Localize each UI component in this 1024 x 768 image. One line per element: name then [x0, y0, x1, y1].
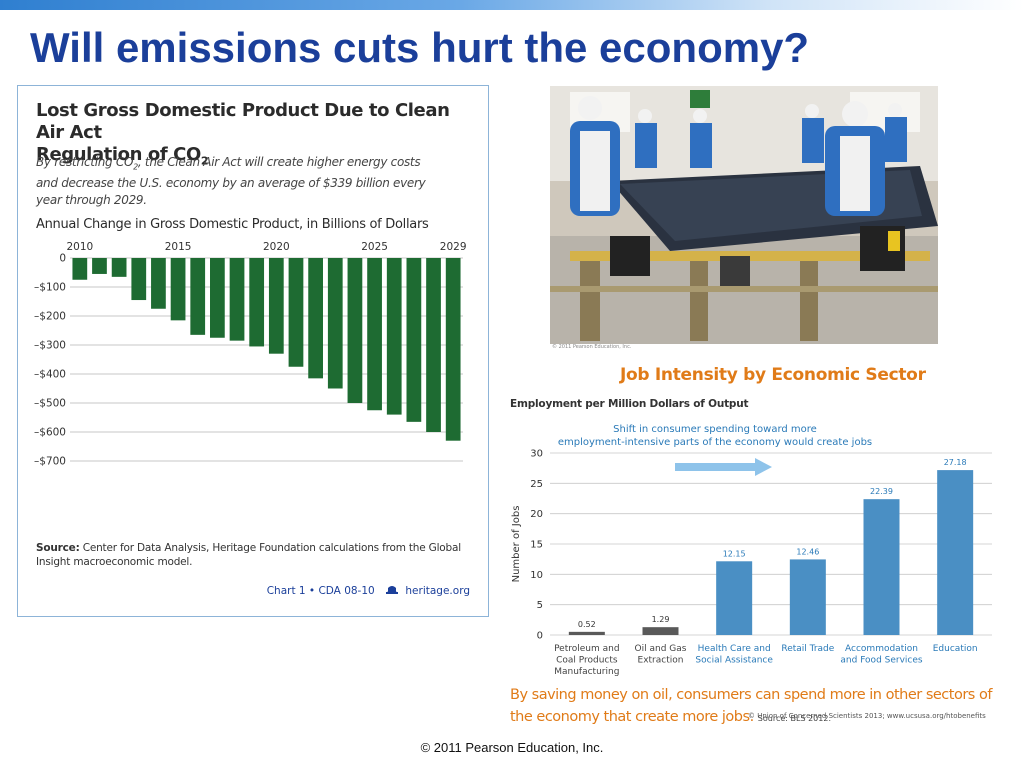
gdp-source-text: Center for Data Analysis, Heritage Found… — [36, 542, 461, 568]
gdp-x-tick-label: 2025 — [361, 241, 388, 253]
gdp-chart-title: Lost Gross Domestic Product Due to Clean… — [36, 100, 476, 173]
jobs-chart-caption: By saving money on oil, consumers can sp… — [510, 684, 1010, 730]
gdp-y-tick-label: –$500 — [34, 398, 66, 410]
gdp-y-tick-label: 0 — [59, 253, 66, 265]
gdp-bar-2028 — [426, 258, 441, 432]
gdp-desc-part1: By restricting CO — [36, 155, 134, 169]
gdp-bar-chart: 0 –$100 –$200 –$300 –$400 –$500 –$600 –$700 2010… — [34, 241, 467, 468]
jobs-bar-5 — [937, 470, 974, 635]
gdp-y-tick-label: –$300 — [34, 340, 66, 352]
jobs-value-label: 0.52 — [578, 620, 596, 629]
gdp-x-tick-label: 2015 — [165, 241, 192, 253]
jobs-bar-1 — [642, 627, 679, 635]
gdp-bar-2023 — [327, 258, 343, 389]
jobs-category-label: and Food Services — [840, 656, 922, 666]
jobs-y-tick-label: 15 — [530, 540, 543, 551]
bell-icon — [386, 584, 399, 597]
gdp-bar-2025 — [367, 258, 382, 411]
jobs-annotation-line2: employment-intensive parts of the econom… — [558, 437, 872, 448]
gdp-desc-part2: , the Clean Air Act will create higher e… — [36, 155, 426, 208]
jobs-value-label: 12.15 — [723, 549, 746, 558]
top-gradient-bar — [0, 0, 1024, 10]
gdp-source-note: Source: Center for Data Analysis, Herita… — [36, 541, 476, 569]
jobs-category-label: Social Assistance — [695, 656, 773, 666]
solar-panel-factory-photo — [550, 86, 938, 344]
gdp-bar-2014 — [151, 258, 166, 309]
jobs-y-tick-label: 20 — [530, 509, 543, 520]
jobs-bar-chart: 0 5 10 15 20 25 30 Number of Jobs Shift in consu… — [511, 424, 992, 677]
gdp-title-line2-text: Regulation of CO — [36, 144, 201, 165]
jobs-y-tick-label: 25 — [530, 479, 543, 490]
arrow-right-icon — [675, 458, 772, 476]
slide-footer: © 2011 Pearson Education, Inc. — [420, 740, 604, 755]
jobs-y-tick-label: 0 — [537, 631, 543, 642]
gdp-chart-footer: Chart 1 • CDA 08-10 heritage.org — [267, 584, 470, 597]
jobs-category-label: Health Care and — [698, 644, 771, 654]
gdp-bar-2022 — [308, 258, 323, 379]
jobs-caption-text: By saving money on oil, consumers can sp… — [510, 687, 992, 725]
gdp-bar-2013 — [131, 258, 147, 301]
slide-title: Will emissions cuts hurt the economy? — [30, 24, 810, 71]
gdp-bar-2017 — [210, 258, 225, 338]
gdp-bar-2027 — [406, 258, 422, 422]
gdp-y-tick-label: –$600 — [34, 427, 66, 439]
gdp-x-tick-label: 2010 — [66, 241, 93, 253]
jobs-value-label: 22.39 — [870, 487, 893, 496]
gdp-x-tick-label: 2029 — [440, 241, 467, 253]
gdp-y-tick-label: –$200 — [34, 311, 66, 323]
jobs-category-label: Education — [933, 644, 978, 654]
jobs-source: Source: BLS 2012. — [757, 714, 831, 723]
gdp-chart-site[interactable]: heritage.org — [405, 585, 470, 597]
gdp-bar-2029 — [445, 258, 461, 441]
jobs-category-label: Petroleum and — [554, 644, 619, 654]
gdp-x-tick-label: 2020 — [263, 241, 290, 253]
gdp-title-line1: Lost Gross Domestic Product Due to Clean… — [36, 100, 450, 143]
jobs-category-label: Manufacturing — [554, 667, 619, 677]
jobs-category-label: Coal Products — [556, 656, 618, 666]
gdp-y-tick-label: –$700 — [34, 456, 66, 468]
jobs-category-label: Extraction — [638, 656, 684, 666]
gdp-bar-2015 — [170, 258, 186, 321]
jobs-y-tick-label: 10 — [530, 570, 543, 581]
gdp-axis-title: Annual Change in Gross Domestic Product,… — [36, 217, 429, 232]
gdp-bar-2024 — [347, 258, 363, 403]
gdp-title-line2: Regulation of CO2 — [36, 144, 476, 173]
gdp-bar-2011 — [92, 258, 107, 274]
jobs-value-label: 12.46 — [796, 547, 819, 556]
jobs-bar-3 — [789, 559, 826, 635]
photo-credit: © 2011 Pearson Education, Inc. — [552, 344, 632, 350]
jobs-category-label: Oil and Gas — [635, 644, 687, 654]
jobs-y-axis-label: Number of Jobs — [511, 506, 522, 583]
gdp-bar-2012 — [111, 258, 127, 277]
gdp-chart-id: Chart 1 • CDA 08-10 — [266, 585, 375, 597]
gdp-title-subscript: 2 — [200, 154, 209, 168]
gdp-chart-panel: Lost Gross Domestic Product Due to Clean… — [17, 85, 489, 617]
gdp-source-label: Source: — [36, 542, 80, 554]
jobs-bar-4 — [863, 499, 900, 635]
jobs-category-label: Accommodation — [845, 644, 918, 654]
jobs-y-tick-label: 5 — [537, 600, 543, 611]
jobs-value-label: 1.29 — [652, 615, 670, 624]
jobs-copyright: © Union of Concerned Scientists 2013; ww… — [748, 712, 986, 720]
gdp-bar-2021 — [288, 258, 304, 367]
gdp-bar-2010 — [72, 258, 88, 280]
jobs-value-label: 27.18 — [944, 458, 967, 467]
jobs-chart-title: Job Intensity by Economic Sector — [620, 365, 926, 385]
gdp-desc-subscript: 2 — [133, 162, 138, 172]
jobs-bar-2 — [716, 561, 753, 635]
gdp-y-tick-label: –$400 — [34, 369, 66, 381]
gdp-bar-2016 — [190, 258, 206, 335]
gdp-bar-2018 — [229, 258, 245, 341]
jobs-y-tick-label: 30 — [530, 449, 543, 460]
jobs-bar-0 — [568, 631, 605, 635]
jobs-category-label: Retail Trade — [781, 644, 834, 654]
gdp-bar-2026 — [386, 258, 402, 415]
gdp-bar-2019 — [249, 258, 265, 347]
gdp-chart-description: By restricting CO2, the Clean Air Act wi… — [36, 154, 436, 209]
gdp-y-tick-label: –$100 — [34, 282, 66, 294]
gdp-bar-2020 — [268, 258, 284, 354]
jobs-chart-subtitle: Employment per Million Dollars of Output — [510, 398, 749, 410]
jobs-annotation-line1: Shift in consumer spending toward more — [613, 424, 817, 435]
